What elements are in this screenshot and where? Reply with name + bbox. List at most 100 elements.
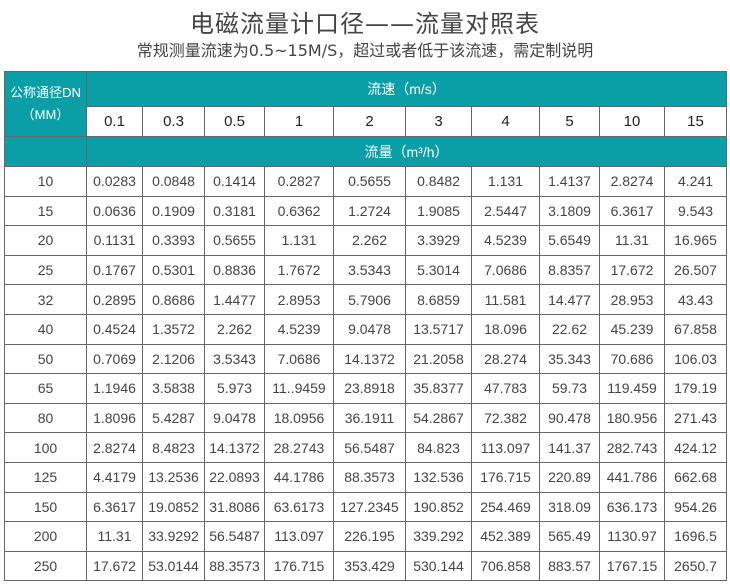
flow-cell: 662.68 [663,461,728,493]
flow-cell: 7.0686 [264,343,334,375]
flow-cell: 33.9292 [142,521,205,552]
flow-cell: 7.0686 [471,254,540,286]
table-row: 65 1.1946 3.5838 5.973 11..9459 23.8918 35.837… [4,373,728,404]
flow-cell: 9.0478 [204,402,265,434]
table-row: 200 11.31 33.9292 56.5487 113.097 226.195 339.… [4,521,728,552]
flow-cell: 271.43 [663,402,728,434]
flow-cell: 106.03 [663,343,728,375]
flow-cell: 1.2724 [333,195,406,227]
flow-cell: 0.4524 [86,313,143,345]
flow-cell: 179.19 [663,373,728,404]
dn-cell: 125 [4,461,87,493]
flow-cell: 28.953 [599,284,665,315]
flow-cell: 4.5239 [471,225,540,256]
flow-cell: 0.6362 [264,195,334,227]
table-row: 25 0.1767 0.5301 0.8836 1.7672 3.5343 5.3014 7.… [4,254,728,286]
flow-cell: 0.1131 [86,225,143,256]
dn-cell: 250 [4,550,87,582]
flow-cell: 0.8686 [142,284,205,315]
flow-header-blank [4,136,87,167]
velocity-cell: 0.3 [142,106,205,137]
velocity-cell: 1 [264,106,334,137]
flow-cell: 19.0852 [142,491,205,523]
flow-cell: 1.3572 [142,313,205,345]
velocity-cell: 5 [539,106,600,137]
dn-cell: 50 [4,343,87,375]
flow-cell: 11.31 [599,225,665,256]
flow-cell: 132.536 [405,461,472,493]
flow-cell: 4.5239 [264,313,334,345]
flow-cell: 9.0478 [333,313,406,345]
flow-cell: 0.5655 [333,166,406,197]
flow-cell: 63.6173 [264,491,334,523]
flow-cell: 11.31 [86,521,143,552]
table-row: 250 17.672 53.0144 88.3573 176.715 353.429 530… [4,550,728,582]
flow-cell: 23.8918 [333,373,406,404]
flow-cell: 6.3617 [86,491,143,523]
flow-cell: 2.262 [204,313,265,345]
velocity-cell: 2 [333,106,406,137]
table-row: 20 0.1131 0.3393 0.5655 1.131 2.262 3.3929 4.52… [4,225,728,256]
flow-cell: 5.4287 [142,402,205,434]
table-row: 80 1.8096 5.4287 9.0478 18.0956 36.1911 54.286… [4,402,728,434]
flow-cell: 22.0893 [204,461,265,493]
flow-cell: 0.0636 [86,195,143,227]
flow-cell: 1.131 [264,225,334,256]
flow-cell: 190.852 [405,491,472,523]
flow-cell: 5.973 [204,373,265,404]
flow-cell: 0.0848 [142,166,205,197]
flow-cell: 0.8836 [204,254,265,286]
flow-cell: 0.3393 [142,225,205,256]
dn-header-unit: （MM） [21,107,70,122]
flow-cell: 47.783 [471,373,540,404]
flow-cell: 13.2536 [142,461,205,493]
flow-cell: 2.8274 [599,166,665,197]
flow-cell: 53.0144 [142,550,205,582]
flow-cell: 176.715 [471,461,540,493]
flow-cell: 14.1372 [333,343,406,375]
dn-header: 公称通径DN （MM） [4,71,87,137]
flow-table: 公称通径DN （MM） 流速（m/s） 0.1 0.3 0.5 1 2 3 4 5 10 15 流… [4,71,728,582]
flow-cell: 14.1372 [204,432,265,463]
flow-cell: 220.89 [539,461,600,493]
flow-cell: 1.4477 [204,284,265,315]
flow-cell: 452.389 [471,521,540,552]
flow-cell: 0.7069 [86,343,143,375]
flow-cell: 353.429 [333,550,406,582]
flow-cell: 35.343 [539,343,600,375]
flow-cell: 45.239 [599,313,665,345]
flow-cell: 43.43 [663,284,728,315]
flow-cell: 282.743 [599,432,665,463]
flow-cell: 113.097 [264,521,334,552]
flow-cell: 0.2895 [86,284,143,315]
flow-header: 流量（m³/h） [85,136,728,167]
flow-cell: 1696.5 [663,521,728,552]
flow-cell: 13.5717 [405,313,472,345]
flow-cell: 5.3014 [405,254,472,286]
flow-cell: 2650.7 [663,550,728,582]
flow-cell: 56.5487 [333,432,406,463]
flow-cell: 67.858 [663,313,728,345]
flow-cell: 3.5343 [204,343,265,375]
flow-cell: 44.1786 [264,461,334,493]
dn-cell: 32 [4,284,87,315]
flow-cell: 0.0283 [86,166,143,197]
flow-cell: 9.543 [663,195,728,227]
flow-cell: 88.3573 [204,550,265,582]
flow-cell: 127.2345 [333,491,406,523]
flow-cell: 0.1767 [86,254,143,286]
flow-cell: 0.1909 [142,195,205,227]
flow-cell: 339.292 [405,521,472,552]
dn-cell: 150 [4,491,87,523]
flow-cell: 530.144 [405,550,472,582]
flow-cell: 1.4137 [539,166,600,197]
flow-cell: 226.195 [333,521,406,552]
flow-cell: 2.8953 [264,284,334,315]
flow-cell: 18.0956 [264,402,334,434]
flow-cell: 318.09 [539,491,600,523]
flow-cell: 31.8086 [204,491,265,523]
dn-cell: 80 [4,402,87,434]
flow-cell: 14.477 [539,284,600,315]
flow-cell: 4.4179 [86,461,143,493]
flow-cell: 1.7672 [264,254,334,286]
